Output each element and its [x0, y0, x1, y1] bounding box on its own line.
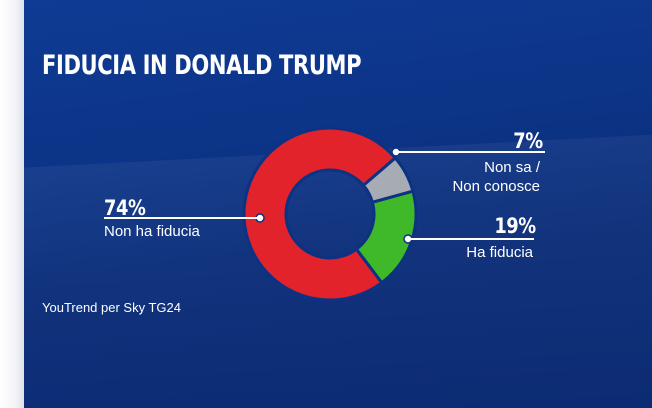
- category-label-non-sa-line2: Non conosce: [452, 178, 540, 195]
- chart-title: FIDUCIA IN DONALD TRUMP: [42, 50, 362, 81]
- category-label-non-ha-fiducia: Non ha fiducia: [104, 223, 200, 240]
- category-label-non-sa-line1: Non sa /: [484, 159, 540, 176]
- left-edge-strip: [0, 0, 24, 408]
- donut-chart: [242, 126, 418, 302]
- value-label-ha-fiducia: 19%: [494, 214, 537, 238]
- chart-panel: FIDUCIA IN DONALD TRUMP 74% Non ha fiduc…: [24, 0, 652, 408]
- leader-line-ha-fiducia: [410, 238, 534, 240]
- leader-line-non-sa: [398, 151, 545, 153]
- source-note: YouTrend per Sky TG24: [42, 300, 181, 315]
- slice-ha-fiducia: [354, 189, 418, 285]
- slice-non-ha-fiducia: [242, 126, 398, 302]
- leader-line-non-ha-fiducia: [104, 217, 258, 219]
- category-label-ha-fiducia: Ha fiducia: [466, 244, 533, 261]
- value-label-non-ha-fiducia: 74%: [104, 196, 146, 220]
- value-label-non-sa: 7%: [513, 129, 544, 153]
